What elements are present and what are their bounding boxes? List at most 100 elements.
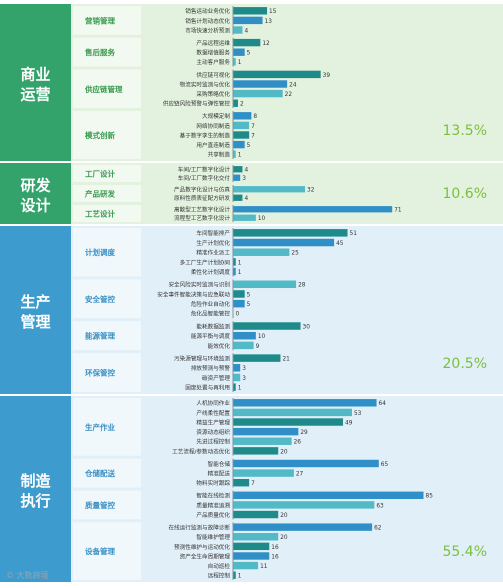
group-name: 生产作业 xyxy=(85,422,115,432)
bar xyxy=(233,447,279,455)
group-box xyxy=(73,458,141,488)
bar-value: 13 xyxy=(265,19,273,25)
bar-value: 64 xyxy=(379,401,387,407)
bar-label: 安全事件智能决策与应急联动 xyxy=(157,290,230,298)
bar-value: 28 xyxy=(298,283,306,289)
bar-label: 离散型工艺数字化设计 xyxy=(174,206,230,214)
bar-value: 20 xyxy=(280,449,288,455)
watermark: © 大数跨境 xyxy=(6,571,49,580)
bar-label: 质量精准追溯 xyxy=(196,501,230,509)
sector-percent: 13.5% xyxy=(443,123,487,139)
bar-label: 资产全生命周期管理 xyxy=(180,552,231,560)
bar xyxy=(233,354,281,362)
bar-label: 车间/工厂数字化交付 xyxy=(178,174,231,182)
bar xyxy=(233,214,256,221)
group-name: 产品研发 xyxy=(85,189,115,199)
bar-label: 危化品智能管控 xyxy=(191,310,231,318)
bar-label: 在线运行监测与故障诊断 xyxy=(168,524,230,532)
bar-value: 3 xyxy=(242,376,246,382)
bar-value: 5 xyxy=(247,302,251,308)
bar xyxy=(233,383,236,391)
bar-label: 原料性质表征配方研发 xyxy=(174,194,230,202)
bar-value: 3 xyxy=(242,176,246,182)
bar-value: 71 xyxy=(394,208,402,214)
group-box xyxy=(73,490,141,520)
bar xyxy=(233,16,263,25)
group-name: 仓储配送 xyxy=(84,468,115,478)
bar-label: 流程型工艺数字化设计 xyxy=(174,214,230,222)
bar xyxy=(233,238,335,247)
bar xyxy=(233,229,348,237)
bar-value: 53 xyxy=(354,411,362,417)
sector-label-box xyxy=(0,4,71,161)
bar-label: 智能维护管理 xyxy=(196,533,230,541)
bar-label: 采购策略优化 xyxy=(196,90,230,98)
bar-label: 车间智能排产 xyxy=(196,229,230,237)
bar-value: 24 xyxy=(289,82,297,88)
group-box xyxy=(73,398,141,456)
bar-value: 1 xyxy=(238,574,242,580)
sector-name: 运营 xyxy=(20,86,50,104)
bar-label: 工艺流程/参数动态优化 xyxy=(172,447,230,455)
bar-value: 16 xyxy=(271,554,279,560)
bar-label: 资源动态组织 xyxy=(196,428,230,436)
bar xyxy=(233,99,238,107)
bar-label: 物流实时监测与优化 xyxy=(180,80,231,88)
bar-value: 7 xyxy=(251,481,255,487)
bar-label: 网络协同制造 xyxy=(196,122,230,130)
bar xyxy=(233,552,270,560)
bar-value: 15 xyxy=(269,9,277,15)
bar-label: 产品远程运维 xyxy=(196,39,230,47)
group-box xyxy=(73,321,141,351)
bar-label: 自动巡检 xyxy=(208,562,231,570)
group-name: 供应链管理 xyxy=(84,84,123,94)
bar-value: 2 xyxy=(240,102,244,108)
sector-name: 商业 xyxy=(20,66,50,84)
bar-label: 共享制造 xyxy=(208,151,231,159)
bar xyxy=(233,571,236,579)
group-name: 售后服务 xyxy=(85,47,115,57)
bar-value: 8 xyxy=(253,114,257,120)
bar-value: 4 xyxy=(244,196,248,202)
bar xyxy=(233,469,294,477)
bar-label: 供应链可视化 xyxy=(196,71,230,79)
group-name: 环保管控 xyxy=(85,368,115,378)
group-box xyxy=(73,111,141,159)
bar xyxy=(233,248,290,256)
bar xyxy=(233,399,377,407)
bar xyxy=(233,58,236,66)
bar xyxy=(233,501,375,509)
group-name: 质量管控 xyxy=(85,500,115,510)
bar xyxy=(233,331,256,340)
bar-label: 多工厂生产计划协同 xyxy=(180,258,231,266)
group-box xyxy=(73,353,141,392)
group-box xyxy=(73,69,141,108)
sector-name: 设计 xyxy=(20,197,50,215)
bar xyxy=(233,290,245,298)
bar-label: 人机协同作业 xyxy=(196,399,230,407)
bar xyxy=(233,491,424,500)
bar xyxy=(233,121,250,130)
bar xyxy=(233,7,268,15)
bar-label: 能效优化 xyxy=(208,342,231,350)
bar xyxy=(233,533,279,541)
group-box xyxy=(73,279,141,319)
bar xyxy=(233,174,241,181)
sector-name: 执行 xyxy=(20,492,50,510)
bar-value: 10 xyxy=(258,216,266,222)
bar-label: 预测性维护与运动优化 xyxy=(174,543,230,551)
bar xyxy=(233,140,245,149)
sector-label-box xyxy=(0,163,71,224)
sector-percent: 55.4% xyxy=(443,544,487,560)
bar xyxy=(233,280,297,289)
bar-label: 销售计划动态优化 xyxy=(185,17,230,25)
bar-label: 危险作业自动化 xyxy=(191,300,231,308)
bar xyxy=(233,478,250,487)
bar xyxy=(233,561,259,570)
bar-label: 生产计划优化 xyxy=(196,239,230,247)
bar xyxy=(233,373,241,382)
bar-label: 排放预测与预警 xyxy=(191,364,231,372)
bar xyxy=(233,48,245,56)
bar-value: 51 xyxy=(350,231,358,237)
